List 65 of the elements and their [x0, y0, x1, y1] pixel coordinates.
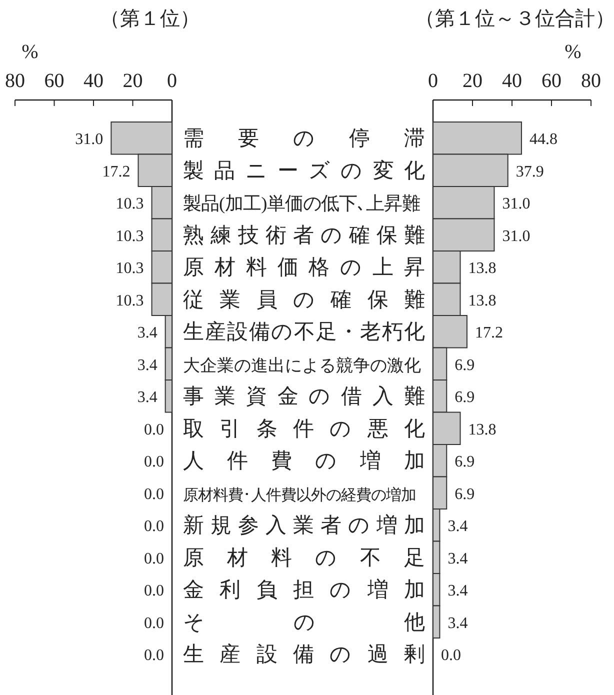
x-tick-label: 60	[542, 70, 562, 92]
y-tick-label: 新規参入業者の増加	[183, 513, 425, 538]
data-label: 3.4	[137, 356, 158, 374]
x-tick-label: 40	[84, 70, 104, 92]
x-tick-label: 20	[462, 70, 482, 92]
data-label: 13.8	[468, 421, 496, 438]
data-label: 6.9	[454, 389, 475, 406]
data-label: 17.2	[102, 163, 130, 180]
data-label: 0.0	[144, 582, 164, 600]
data-label: 10.3	[116, 292, 144, 310]
y-tick-label: 人件費の増加	[183, 448, 425, 473]
data-label: 31.0	[75, 131, 104, 148]
y-tick-label: 従業員の確保難	[183, 287, 425, 312]
data-label: 6.9	[454, 454, 475, 471]
data-label: 0.0	[144, 518, 164, 536]
data-label: 0.0	[441, 647, 461, 664]
data-label: 6.9	[454, 356, 475, 374]
x-tick-label: 20	[122, 70, 143, 92]
x-tick-label: 80	[581, 70, 601, 92]
x-tick-label: 60	[44, 70, 64, 92]
data-label: 3.4	[448, 582, 468, 600]
x-axis-title: %	[22, 41, 38, 63]
data-label: 10.3	[116, 228, 144, 245]
data-label: 0.0	[144, 614, 164, 632]
data-label: 0.0	[144, 486, 164, 503]
data-label: 17.2	[474, 324, 503, 342]
y-tick-label: 事業資金の借入難	[183, 384, 425, 408]
x-tick-label: 40	[502, 70, 522, 92]
y-tick-label: 生産設備の過剰	[183, 642, 425, 666]
data-label: 10.3	[116, 260, 144, 278]
data-label: 0.0	[144, 647, 164, 664]
data-label: 3.4	[137, 389, 158, 406]
y-tick-label: 熟練技術者の確保難	[183, 222, 425, 247]
data-label: 3.4	[137, 324, 158, 342]
data-label: 31.0	[502, 196, 530, 213]
x-axis-title: %	[564, 41, 582, 63]
chart-title: （第１位～３位合計）	[415, 8, 614, 30]
y-tick-label: 製品ニーズの変化	[183, 158, 425, 182]
y-tick-label: 原材料費･人件費以外の経費の増加	[183, 486, 416, 504]
y-tick-label: 取引条件の悪化	[183, 416, 425, 440]
y-tick-label: 生産設備の不足・老朽化	[183, 320, 425, 344]
data-label: 6.9	[454, 486, 475, 503]
data-label: 13.8	[468, 260, 496, 278]
data-label: 44.8	[529, 131, 558, 148]
x-tick-label: 0	[167, 70, 177, 92]
data-label: 37.9	[516, 163, 544, 180]
y-tick-label: 原材料の不足	[183, 545, 425, 570]
data-label: 10.3	[116, 196, 144, 213]
y-tick-label: 原材料価格の上昇	[183, 255, 425, 280]
y-tick-label: 大企業の進出による競争の激化	[183, 356, 421, 375]
chart-title: （第１位）	[100, 8, 200, 30]
y-tick-label: 製品(加工)単価の低下､上昇難	[183, 194, 420, 214]
data-label: 0.0	[144, 550, 164, 568]
x-tick-label: 80	[5, 70, 25, 92]
x-tick-label: 0	[428, 70, 438, 92]
data-label: 3.4	[448, 614, 468, 632]
data-label: 3.4	[448, 518, 468, 536]
y-tick-label: 需要の停滞	[183, 126, 425, 150]
y-tick-label: 金利負担の増加	[183, 578, 425, 602]
data-label: 3.4	[448, 550, 468, 568]
data-label: 31.0	[502, 228, 530, 245]
data-label: 0.0	[144, 421, 164, 438]
y-tick-label: その他	[183, 610, 425, 634]
data-label: 0.0	[144, 454, 164, 471]
data-label: 13.8	[468, 292, 496, 310]
